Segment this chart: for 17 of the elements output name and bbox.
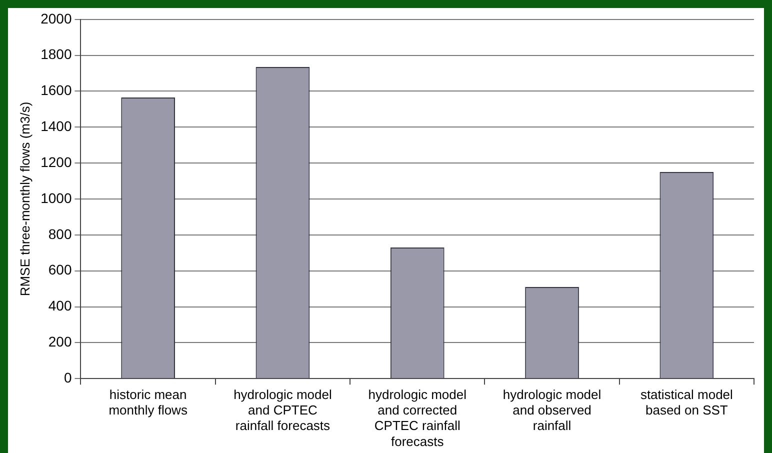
x-tick-label: hydrologic model and observed rainfall — [502, 386, 602, 434]
x-tick-label: historic mean monthly flows — [108, 386, 188, 418]
y-tick-label: 1000 — [40, 190, 72, 206]
x-tick-label: hydrologic model and CPTEC rainfall forecasts — [234, 386, 332, 434]
y-tick-label: 0 — [64, 369, 72, 386]
x-tick-label: hydrologic model and corrected CPTEC rainfall forecasts — [368, 386, 467, 449]
y-tick-label: 200 — [48, 334, 72, 350]
y-axis-title: RMSE three-monthly flows (m3/s) — [17, 102, 32, 296]
x-tick-label: statistical model based on SST — [640, 386, 734, 418]
y-tick-label: 600 — [48, 262, 72, 278]
y-tick-label: 800 — [48, 226, 72, 242]
y-tick-label: 1800 — [40, 46, 72, 62]
y-tick-label: 1400 — [40, 118, 72, 134]
y-tick-label: 1600 — [40, 82, 72, 98]
y-tick-label: 1200 — [40, 154, 72, 170]
y-tick-label: 400 — [48, 298, 72, 314]
y-tick-label: 2000 — [40, 10, 72, 26]
